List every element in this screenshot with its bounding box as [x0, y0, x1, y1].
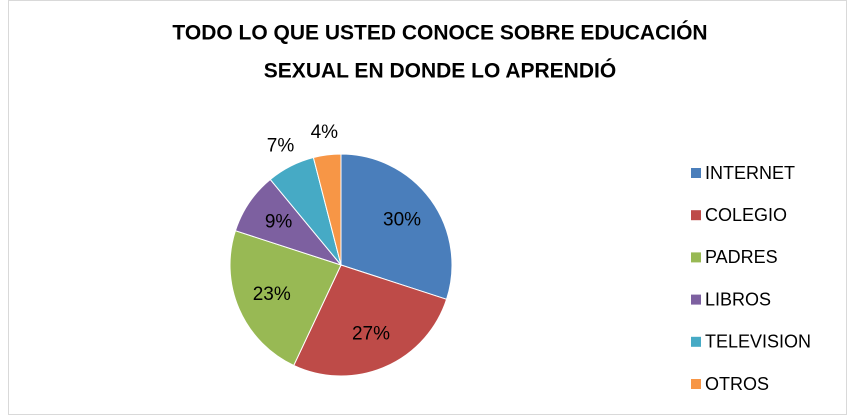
legend-swatch: [691, 252, 701, 263]
data-label: 4%: [311, 122, 339, 143]
legend-swatch: [691, 294, 701, 305]
legend-label: LIBROS: [705, 289, 771, 309]
legend-label: COLEGIO: [705, 205, 787, 225]
pie-slice: [293, 264, 448, 377]
data-label: 7%: [267, 135, 295, 156]
pie-slice: [312, 153, 342, 266]
legend-label: TELEVISION: [705, 332, 811, 352]
legend-label: OTROS: [705, 374, 769, 394]
legend-swatch: [691, 168, 701, 178]
legend-swatch: [691, 210, 701, 221]
legend-swatch: [691, 379, 701, 389]
legend-label: PADRES: [705, 247, 778, 267]
pie-slice: [340, 153, 453, 300]
data-label: 23%: [253, 284, 291, 305]
data-label: 9%: [265, 212, 293, 233]
chart-title: SEXUAL EN DONDE LO APRENDIÓ: [264, 59, 616, 83]
chart-title: TODO LO QUE USTED CONOCE SOBRE EDUCACIÓN: [172, 21, 707, 45]
legend-label: INTERNET: [705, 163, 795, 183]
legend-swatch: [691, 336, 701, 347]
pie-slice: [229, 230, 342, 367]
data-label: 30%: [383, 210, 421, 231]
data-label: 27%: [352, 323, 390, 344]
